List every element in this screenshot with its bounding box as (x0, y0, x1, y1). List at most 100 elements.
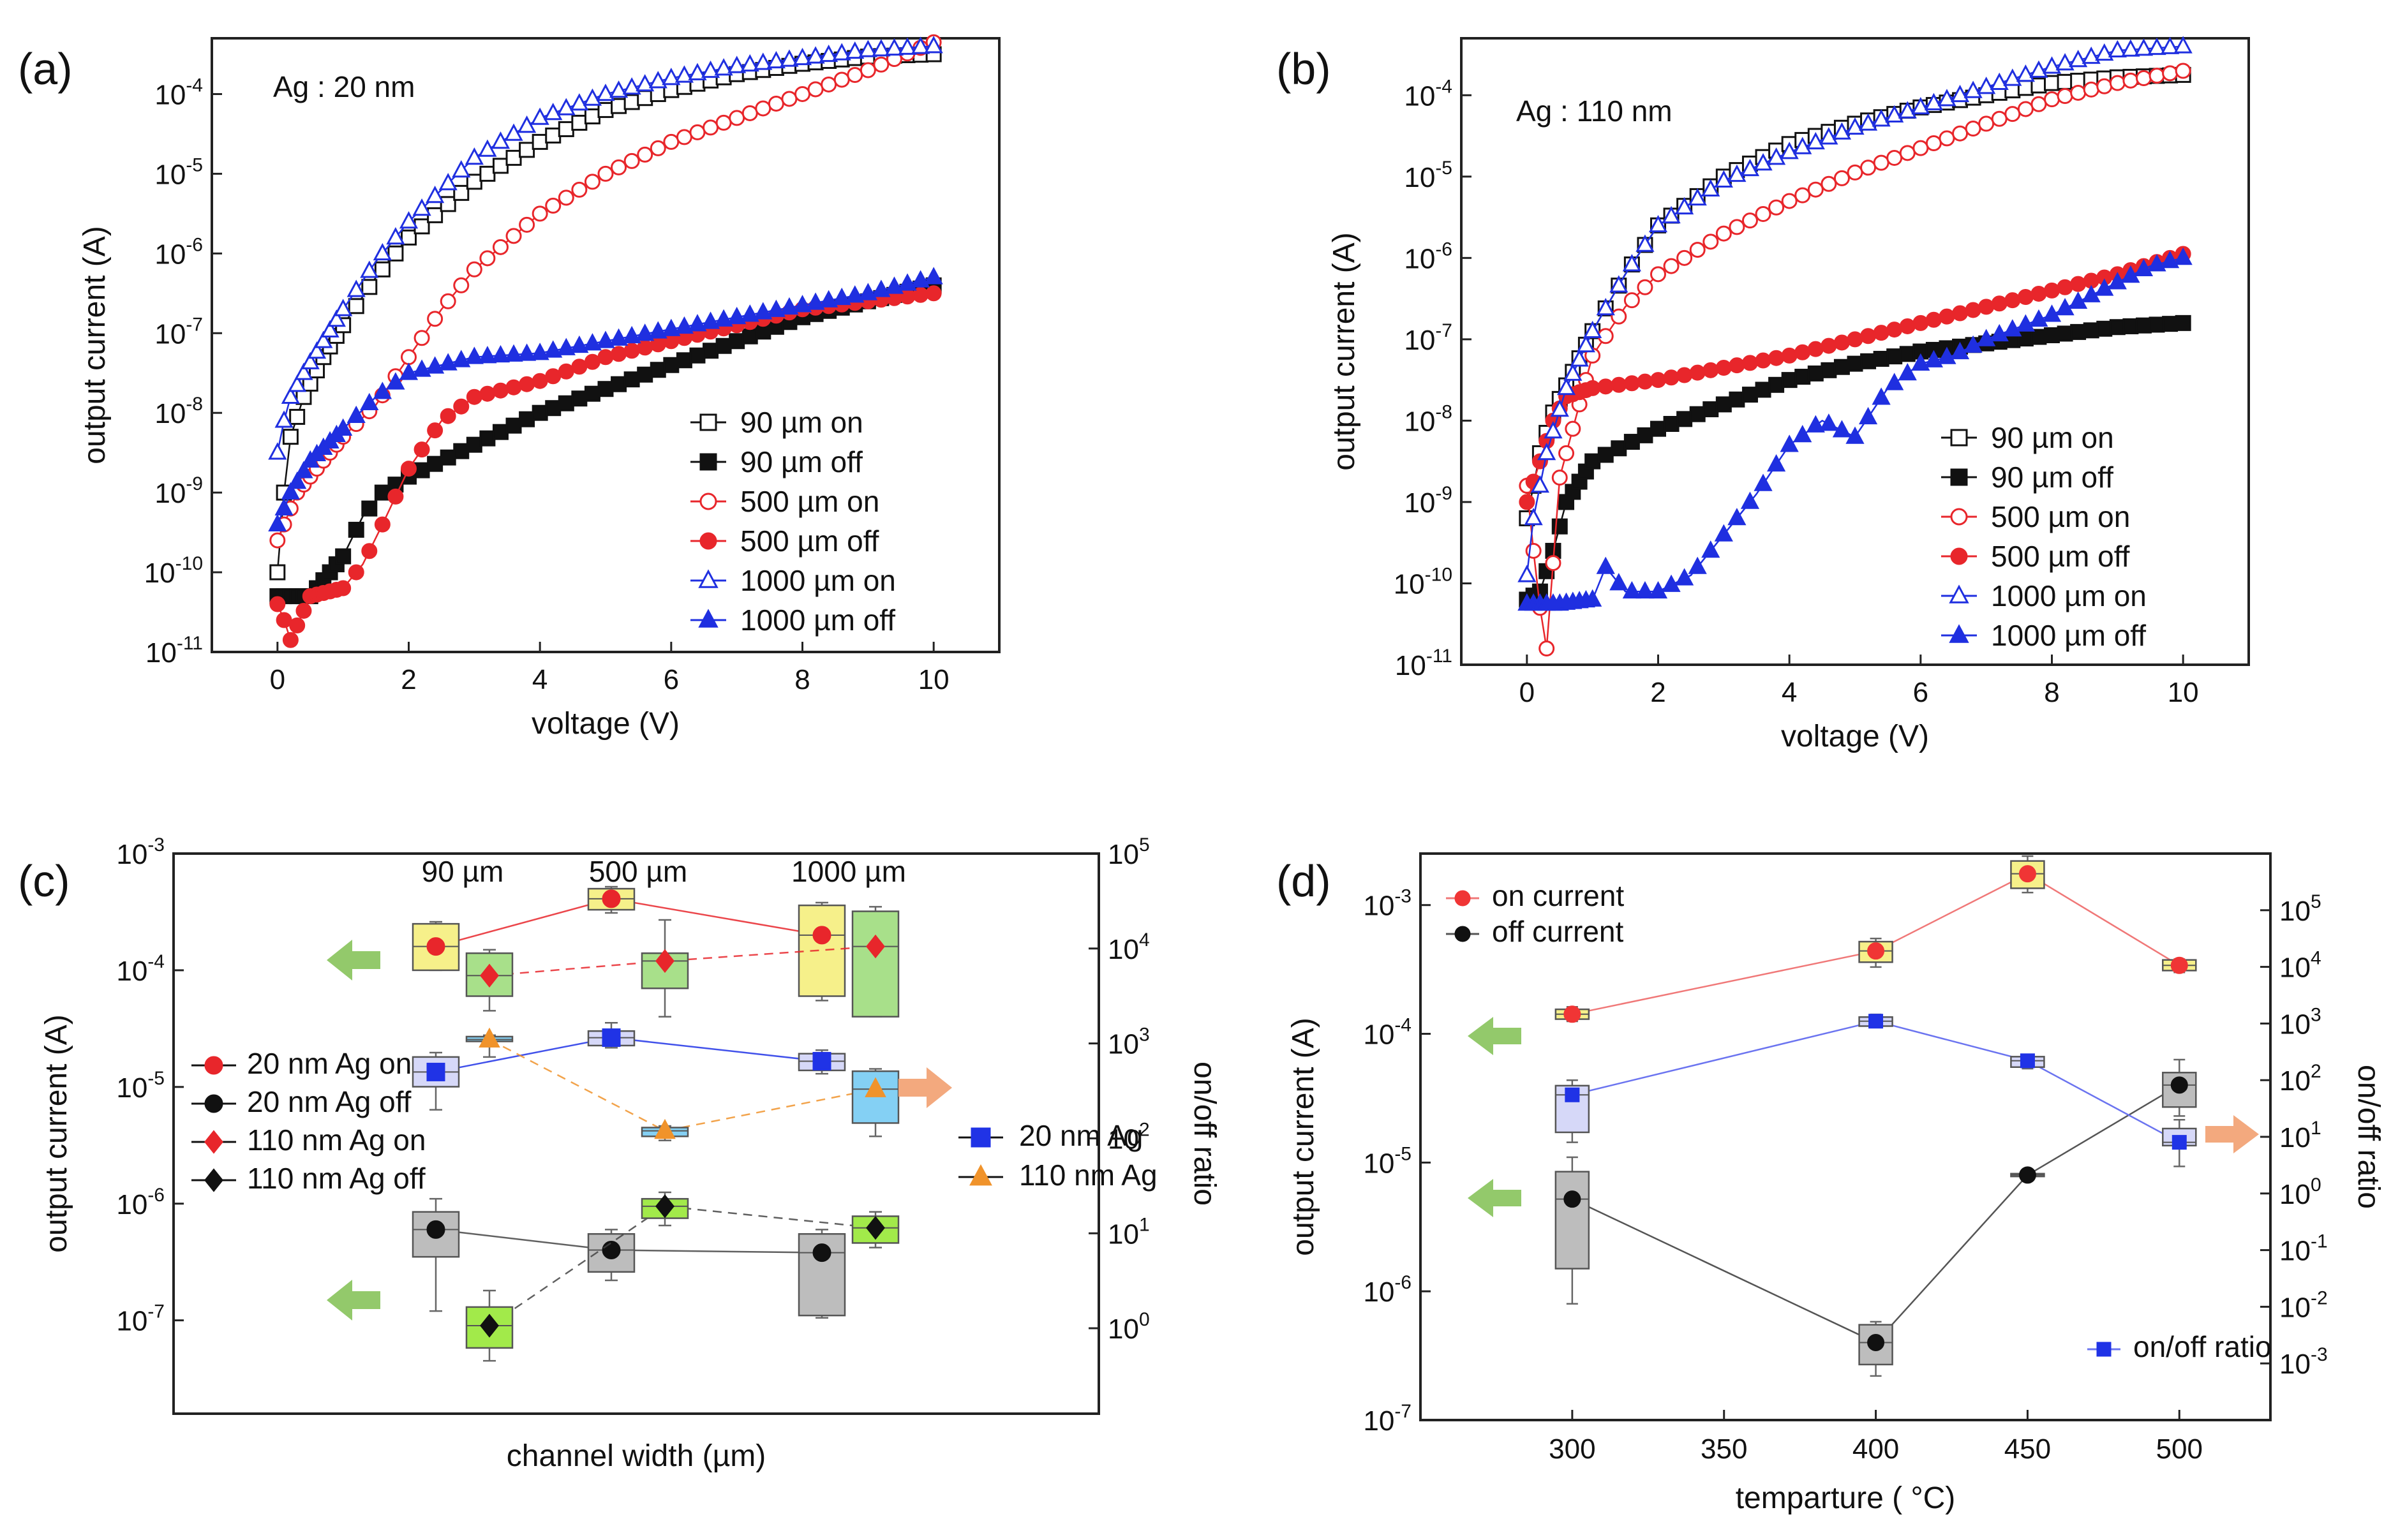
data-point (821, 76, 837, 93)
data-point (276, 612, 292, 628)
data-point (1950, 341, 1970, 360)
data-point (1937, 89, 1956, 107)
series-1 (465, 906, 900, 1018)
data-point (1768, 350, 1785, 366)
data-point (2030, 96, 2047, 112)
right-tick-label: 101 (1108, 1214, 1150, 1250)
legend-sample-marker (698, 569, 719, 588)
data-point (479, 385, 496, 402)
data-point (715, 114, 732, 131)
data-point (571, 181, 588, 198)
data-point (1912, 140, 1929, 156)
left-tick-label: 10-3 (116, 834, 165, 870)
data-point (466, 436, 482, 453)
data-point (2122, 72, 2139, 89)
data-point (873, 56, 890, 73)
data-point (307, 341, 327, 359)
data-point (2175, 63, 2191, 79)
legend-sample-marker (1950, 429, 1968, 447)
legend-label: 90 µm off (740, 445, 863, 478)
data-point (1899, 318, 1916, 334)
x-tick-label: 6 (664, 664, 679, 695)
panel-b-chart: 0 2 4 6 8 10 10-11 10-10 10-9 10-8 10-7 10-6 10-5 10-… (1327, 36, 2250, 753)
data-point (1768, 199, 1785, 216)
data-point (374, 261, 391, 278)
data-point (269, 564, 286, 581)
data-point (1714, 524, 1733, 542)
data-point (268, 514, 287, 531)
right-axis-arrow (898, 1067, 952, 1108)
data-point (636, 74, 655, 92)
data-point (1650, 266, 1666, 283)
data-point (295, 602, 312, 619)
data-point (412, 198, 431, 216)
x-tick-label: 300 (1549, 1433, 1595, 1465)
data-point (847, 66, 863, 83)
x-tick-label: 500 (2156, 1433, 2203, 1465)
series-3 (465, 1191, 900, 1362)
center-marker (1867, 1333, 1885, 1351)
legend-marker (969, 1164, 992, 1186)
data-point (2070, 276, 2087, 292)
data-point (1676, 411, 1693, 427)
data-point (1583, 589, 1602, 607)
data-point (505, 417, 522, 434)
data-point (2003, 319, 2022, 337)
data-point (361, 279, 378, 295)
data-point (597, 381, 614, 397)
panel-c-chart: 10-7 10-6 10-5 10-4 10-3 100 101 102 103 104 105 ch… (40, 834, 1221, 1473)
x-axis-title: voltage (V) (532, 707, 680, 741)
x-tick-label: 4 (532, 664, 548, 695)
data-point (544, 103, 563, 121)
data-point (1939, 308, 1955, 325)
y-tick-label: 10-11 (1395, 646, 1452, 681)
data-point (846, 41, 865, 59)
panel-label-a: (a) (18, 44, 73, 94)
data-point (530, 343, 549, 360)
plot-frame (1460, 37, 2250, 666)
center-marker (2172, 1135, 2187, 1150)
y-tick-label: 10-8 (154, 394, 203, 429)
data-point (1755, 205, 1771, 222)
data-point (1622, 581, 1641, 599)
data-point (807, 81, 824, 98)
data-point (571, 359, 588, 375)
center-marker (480, 963, 499, 988)
left-tick-label: 10-4 (116, 951, 165, 987)
data-point (440, 449, 456, 466)
data-point (479, 250, 496, 267)
data-point (346, 405, 366, 424)
data-point (2173, 247, 2193, 265)
data-point (2095, 278, 2114, 296)
data-point (1740, 158, 1760, 177)
data-point (440, 408, 456, 424)
data-point (373, 381, 392, 399)
data-point (596, 330, 615, 348)
data-point (1688, 556, 1707, 574)
data-point (517, 343, 537, 361)
legend-label: 1000 µm on (740, 564, 896, 597)
data-point (1576, 335, 1595, 353)
data-point (556, 98, 576, 115)
data-point (1755, 352, 1771, 369)
data-point (1648, 214, 1668, 233)
data-point (1596, 298, 1615, 316)
data-point (335, 580, 352, 596)
y-tick-label: 10-5 (154, 154, 203, 190)
data-point (427, 455, 443, 472)
data-point (1663, 369, 1680, 386)
left-tick-label: 10-4 (1363, 1015, 1412, 1051)
data-point (1676, 367, 1693, 383)
data-point (584, 108, 600, 124)
data-point (768, 95, 784, 112)
x-axis-title: temparture ( °C) (1736, 1481, 1956, 1515)
data-point (2082, 46, 2101, 64)
left-axis-title: output current (A) (40, 1014, 73, 1253)
data-point (1519, 494, 1535, 510)
right-tick-label: 102 (1108, 1119, 1150, 1155)
data-point (1768, 376, 1785, 393)
data-point (1689, 406, 1706, 422)
data-point (413, 330, 430, 346)
data-point (2016, 314, 2035, 332)
